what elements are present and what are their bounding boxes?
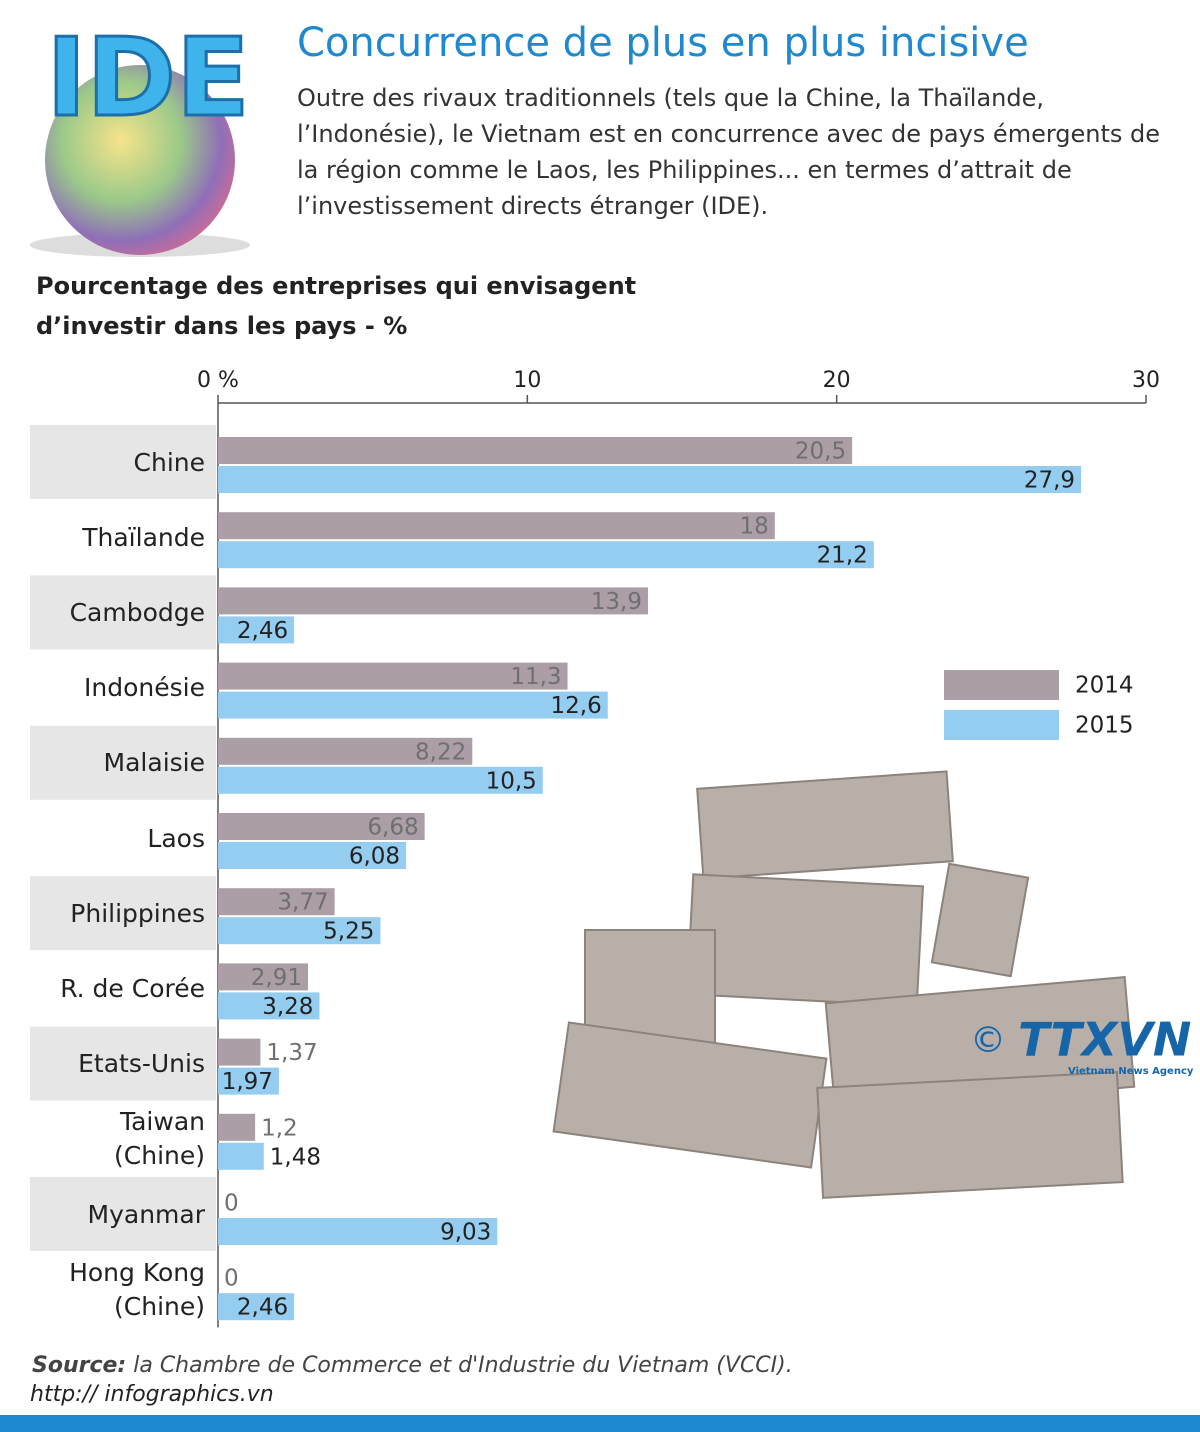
value-label: 21,2 [817, 543, 868, 569]
legend-label: 2015 [1075, 713, 1134, 739]
globe [45, 65, 235, 255]
bar [218, 587, 648, 615]
logo: IDE [46, 16, 250, 141]
bar [218, 813, 425, 840]
bar [218, 842, 407, 869]
bar [218, 1038, 261, 1066]
bar [218, 917, 381, 945]
footer-bar [0, 1415, 1200, 1432]
value-label: 0 [224, 1191, 239, 1217]
title: Concurrence de plus en plus incisive [297, 20, 1029, 66]
value-label: 1,37 [266, 1040, 317, 1066]
bar [218, 1293, 295, 1321]
value-label: 2,46 [237, 618, 288, 644]
bar [218, 1142, 264, 1170]
source-label: Source: [32, 1353, 127, 1378]
row-band [30, 425, 216, 499]
bar [218, 766, 543, 794]
x-tick-label: 30 [1132, 368, 1160, 393]
category-label: Philippines [70, 898, 205, 928]
value-label: 0 [224, 1266, 239, 1292]
value-label: 13,9 [591, 589, 642, 615]
category-label: Hong Kong (Chine) [69, 1257, 205, 1321]
money-illustration [552, 770, 1136, 1199]
source: la Chambre de Commerce et d'Industrie du… [133, 1353, 793, 1378]
bar [218, 1067, 279, 1095]
row-band [30, 575, 216, 650]
legend-swatch [944, 710, 1059, 740]
category-label: R. de Corée [60, 973, 205, 1003]
url: http:// infographics.vn [30, 1382, 274, 1407]
bar [218, 541, 874, 569]
row-band [30, 1177, 216, 1251]
source-line: Source: la Chambre de Commerce et d'Indu… [32, 1353, 793, 1378]
value-label: 2,91 [251, 965, 302, 991]
value-label: 9,03 [440, 1220, 491, 1246]
category-label: Cambodge [69, 597, 205, 627]
row-band [30, 876, 216, 951]
bar [218, 888, 335, 916]
row-band [30, 725, 216, 800]
value-label: 6,68 [367, 815, 418, 841]
value-label: 1,2 [261, 1115, 298, 1141]
value-label: 8,22 [415, 739, 466, 765]
value-label: 5,25 [323, 919, 374, 945]
category-label: Malaisie [103, 748, 205, 778]
value-label: 27,9 [1024, 468, 1075, 494]
bar [218, 1218, 498, 1245]
description: Outre des rivaux traditionnels (tels que… [297, 84, 1161, 220]
category-label: Thaïlande [82, 522, 205, 552]
legend-swatch [944, 670, 1059, 700]
row-band [30, 1026, 216, 1101]
value-label: 10,5 [486, 768, 537, 794]
bar [218, 466, 1082, 493]
value-label: 6,08 [349, 844, 400, 870]
category-label: Chine [133, 447, 205, 477]
value-label: 3,28 [262, 994, 313, 1020]
value-label: 18 [740, 514, 769, 540]
value-label: 2,46 [237, 1295, 288, 1321]
bar [218, 992, 320, 1020]
bar [218, 437, 853, 464]
category-label: Myanmar [87, 1199, 205, 1229]
value-label: 12,6 [551, 693, 602, 719]
category-label: Taiwan (Chine) [114, 1107, 205, 1171]
category-label: Etats-Unis [78, 1049, 205, 1079]
bar [218, 512, 775, 540]
value-label: 20,5 [795, 439, 846, 465]
category-label: Laos [147, 823, 205, 853]
copyright: © [970, 1020, 1006, 1061]
bar [218, 616, 295, 644]
bar [218, 963, 309, 991]
bar [218, 691, 608, 719]
x-tick-label: 0 % [197, 368, 239, 393]
chart-title: Pourcentage des entreprises qui envisage… [36, 272, 637, 340]
x-tick-label: 20 [823, 368, 851, 393]
category-label: Indonésie [84, 673, 205, 703]
agency-sub: Vietnam News Agency [1068, 1066, 1194, 1077]
value-label: 3,77 [277, 890, 328, 916]
value-label: 11,3 [510, 664, 561, 690]
bar [218, 1113, 256, 1141]
value-label: 1,48 [270, 1144, 321, 1170]
bar [218, 662, 568, 690]
agency-logo: TTXVN [1018, 1013, 1191, 1067]
legend-label: 2014 [1075, 673, 1134, 699]
value-label: 1,97 [222, 1069, 273, 1095]
x-tick-label: 10 [513, 368, 541, 393]
bar [218, 737, 473, 765]
